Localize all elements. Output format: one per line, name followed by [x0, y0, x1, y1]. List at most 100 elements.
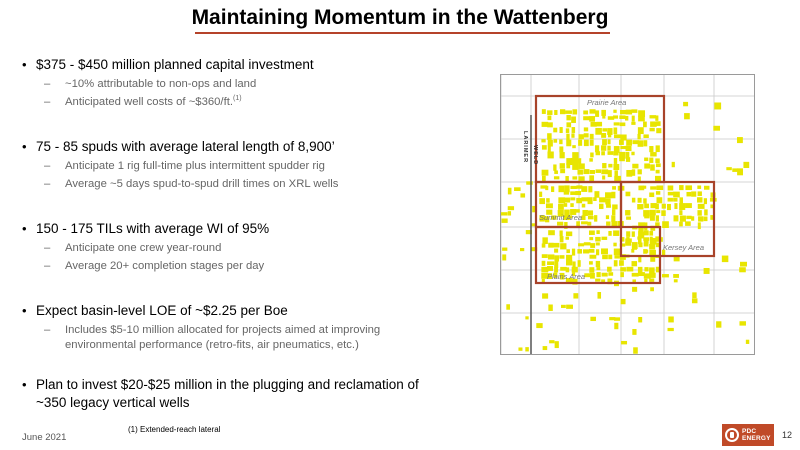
acreage-block	[602, 163, 607, 169]
acreage-block	[589, 261, 593, 265]
acreage-block	[650, 186, 657, 190]
footnote-text: (1) Extended-reach lateral	[128, 425, 221, 434]
acreage-block	[667, 197, 673, 202]
acreage-block	[631, 272, 639, 277]
acreage-block	[590, 152, 594, 158]
acreage-block	[625, 210, 631, 216]
acreage-block	[631, 169, 636, 176]
acreage-block	[572, 278, 578, 285]
acreage-block	[620, 272, 624, 278]
acreage-block	[571, 266, 578, 273]
acreage-block	[655, 215, 659, 222]
acreage-block	[553, 139, 558, 143]
acreage-block	[632, 279, 636, 284]
acreage-block	[643, 198, 647, 204]
acreage-block	[595, 145, 600, 153]
prairie-area-label: Prairie Area	[587, 98, 626, 107]
acreage-block	[520, 193, 526, 198]
acreage-block	[578, 134, 584, 140]
bullet-text: $375 - $450 million planned capital inve…	[36, 57, 314, 72]
bullet-dot: •	[22, 139, 27, 154]
bullet-text: Expect basin-level LOE of ~$2.25 per Boe	[36, 303, 288, 318]
acreage-block	[565, 110, 572, 114]
acreage-block	[679, 185, 684, 191]
acreage-block	[547, 139, 553, 147]
acreage-block	[613, 260, 618, 267]
acreage-block	[607, 128, 613, 135]
acreage-block	[613, 248, 620, 256]
dash-marker: –	[44, 178, 51, 190]
acreage-block	[710, 215, 715, 220]
acreage-block	[649, 209, 656, 216]
acreage-block	[691, 216, 695, 221]
acreage-block	[526, 181, 533, 185]
acreage-block	[620, 109, 627, 115]
acreage-block	[649, 192, 655, 198]
acreage-block	[525, 230, 533, 235]
acreage-block	[721, 255, 729, 263]
acreage-block	[625, 151, 630, 159]
acreage-block	[667, 191, 675, 196]
acreage-block	[619, 122, 626, 127]
sub-bullet-text: ~10% attributable to non-ops and land	[65, 78, 257, 90]
acreage-block	[667, 203, 671, 211]
acreage-block	[631, 151, 635, 156]
acreage-block	[589, 109, 596, 114]
acreage-block	[570, 203, 574, 208]
acreage-block	[649, 237, 657, 245]
acreage-block	[525, 316, 529, 320]
acreage-block	[565, 236, 569, 240]
plains-area-boundary	[534, 225, 662, 285]
acreage-block	[608, 230, 612, 236]
acreage-block	[541, 266, 549, 273]
acreage-block	[637, 204, 644, 210]
acreage-block	[590, 316, 596, 322]
acreage-block	[656, 121, 661, 126]
acreage-block	[643, 140, 648, 147]
dash-marker: –	[44, 260, 51, 272]
acreage-block	[596, 272, 601, 278]
acreage-block	[614, 134, 621, 139]
acreage-block	[609, 317, 616, 321]
acreage-block	[631, 261, 638, 267]
acreage-block	[589, 158, 593, 162]
acreage-block	[638, 255, 642, 263]
acreage-block	[566, 133, 570, 141]
acreage-block	[590, 121, 597, 127]
dash-marker: –	[44, 160, 51, 172]
acreage-block	[637, 197, 642, 203]
acreage-block	[638, 317, 643, 323]
acreage-block	[656, 128, 662, 134]
acreage-block	[541, 272, 549, 279]
acreage-block	[649, 278, 655, 282]
acreage-block	[643, 222, 648, 229]
acreage-block	[704, 209, 708, 216]
dash-marker: –	[44, 324, 51, 336]
acreage-block	[703, 198, 708, 205]
acreage-block	[607, 133, 612, 138]
acreage-block	[559, 146, 564, 153]
acreage-block	[619, 151, 626, 159]
bullet-text: 150 - 175 TILs with average WI of 95%	[36, 221, 270, 236]
acreage-block	[644, 157, 649, 162]
acreage-block	[714, 102, 722, 110]
acreage-block	[685, 221, 691, 226]
acreage-block	[602, 254, 608, 260]
acreage-block	[566, 122, 572, 128]
acreage-block	[547, 254, 555, 260]
acreage-block	[578, 243, 585, 247]
acreage-block	[531, 247, 538, 252]
acreage-block	[570, 185, 577, 189]
acreage-block	[565, 260, 573, 266]
acreage-block	[650, 255, 656, 262]
acreage-block	[638, 231, 645, 239]
acreage-block	[614, 322, 619, 330]
acreage-block	[619, 158, 625, 162]
acreage-block	[638, 272, 645, 277]
sub-bullet-text: Includes $5-10 million allocated for pro…	[65, 324, 381, 351]
acreage-blocks	[501, 101, 750, 354]
acreage-block	[613, 109, 617, 113]
acreage-block	[572, 109, 578, 115]
acreage-block	[564, 185, 570, 193]
acreage-block	[583, 116, 590, 121]
